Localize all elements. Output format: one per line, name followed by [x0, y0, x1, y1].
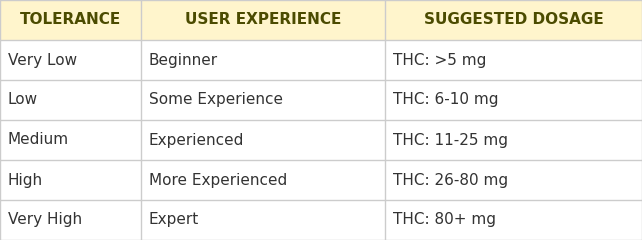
Text: TOLERANCE: TOLERANCE	[20, 12, 121, 28]
Text: THC: 11-25 mg: THC: 11-25 mg	[393, 132, 508, 148]
Bar	[0, 160, 141, 200]
Text: Expert: Expert	[149, 212, 199, 228]
Text: More Experienced: More Experienced	[149, 173, 287, 187]
Bar	[385, 0, 642, 40]
Bar	[141, 0, 385, 40]
Text: Experienced: Experienced	[149, 132, 245, 148]
Bar	[385, 160, 642, 200]
Text: Some Experience: Some Experience	[149, 92, 283, 108]
Text: THC: >5 mg: THC: >5 mg	[393, 53, 486, 67]
Text: SUGGESTED DOSAGE: SUGGESTED DOSAGE	[424, 12, 603, 28]
Bar	[0, 120, 141, 160]
Bar	[385, 200, 642, 240]
Text: High: High	[8, 173, 43, 187]
Text: Very Low: Very Low	[8, 53, 77, 67]
Bar	[385, 40, 642, 80]
Text: THC: 80+ mg: THC: 80+ mg	[393, 212, 496, 228]
Bar	[0, 200, 141, 240]
Bar	[0, 0, 141, 40]
Bar	[141, 160, 385, 200]
Bar	[0, 80, 141, 120]
Bar	[0, 40, 141, 80]
Text: Low: Low	[8, 92, 38, 108]
Text: Beginner: Beginner	[149, 53, 218, 67]
Bar	[141, 80, 385, 120]
Text: THC: 26-80 mg: THC: 26-80 mg	[393, 173, 508, 187]
Bar	[141, 120, 385, 160]
Bar	[141, 200, 385, 240]
Bar	[385, 80, 642, 120]
Bar	[141, 40, 385, 80]
Text: Medium: Medium	[8, 132, 69, 148]
Text: Very High: Very High	[8, 212, 82, 228]
Bar	[385, 120, 642, 160]
Text: THC: 6-10 mg: THC: 6-10 mg	[393, 92, 498, 108]
Text: USER EXPERIENCE: USER EXPERIENCE	[185, 12, 342, 28]
